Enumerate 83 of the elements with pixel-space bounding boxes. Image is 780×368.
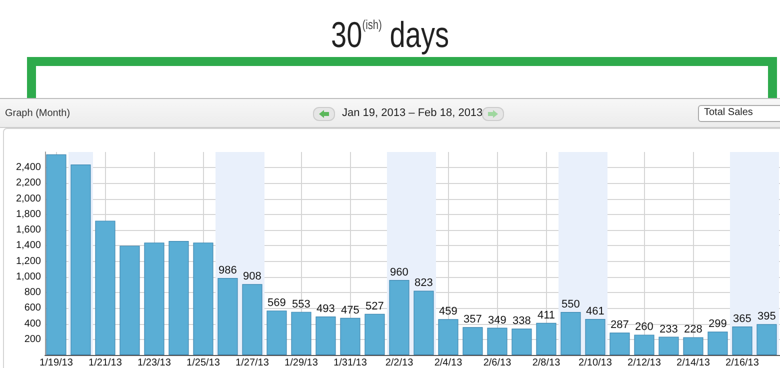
text: Jan 19, 2013 – Feb 18, 2013 [342,107,483,119]
data-label: 395 [758,310,776,323]
bar [120,246,140,355]
bar [144,242,164,355]
bar [389,280,410,355]
data-label: 908 [243,270,262,283]
y-tick-label: 1,400 [16,240,42,252]
x-tick-label: 2/6/13 [483,358,512,368]
data-label: 553 [292,298,310,310]
bar [683,337,704,355]
x-tick-label: 2/12/13 [628,358,662,368]
bar [708,332,728,355]
x-tick-label: 1/29/13 [284,358,318,368]
data-label: 527 [366,300,384,312]
bar [291,312,312,355]
bar [610,332,630,355]
x-tick-label: 1/21/13 [88,358,122,368]
bar [658,336,679,355]
bar [462,327,483,355]
data-label: 349 [488,314,506,326]
bar [193,242,214,355]
bar [560,312,581,355]
bar [414,290,434,355]
y-tick-label: 1,800 [16,208,42,220]
x-tick-label: 1/19/13 [40,358,74,368]
data-label: 411 [537,309,556,322]
y-tick-label: 400 [24,318,42,330]
bar [487,328,508,355]
data-label: 260 [635,321,654,334]
x-tick-label: 1/31/13 [334,358,368,368]
data-label: 228 [684,324,702,336]
bar [316,316,336,355]
x-tick-label: 2/8/13 [532,358,561,368]
data-label: 461 [586,306,604,318]
bar [168,241,189,355]
bar [95,220,116,355]
data-label: 493 [316,303,335,316]
bar [340,318,360,355]
chart-title: 30$^{(ish)}$ days [330,14,450,56]
bar [512,328,532,355]
data-label: 569 [268,297,286,310]
data-label: 365 [733,313,752,325]
y-tick-label: 1,600 [16,224,42,236]
y-tick-label: 200 [24,334,42,345]
data-label: 357 [464,314,482,326]
data-label: 986 [218,264,237,277]
y-tick-label: 1,000 [16,271,42,282]
bar [242,284,262,355]
data-label: 475 [341,304,360,316]
y-tick-label: 600 [24,302,42,314]
y-tick-label: 1,200 [16,256,42,267]
bar [634,334,654,355]
text: Total Sales [704,107,753,118]
bar [732,326,752,355]
data-label: 960 [390,266,408,279]
text: Graph (Month) [5,108,70,119]
bar [46,154,66,355]
y-tick-label: 2,400 [16,162,42,174]
y-tick-label: 2,200 [16,178,42,189]
data-label: 287 [610,319,629,332]
data-label: 459 [439,306,458,318]
bar [536,322,556,355]
data-label: 233 [660,323,678,336]
x-tick-label: 2/16/13 [726,358,760,368]
x-tick-label: 2/4/13 [434,358,463,368]
x-tick-label: 2/14/13 [676,358,710,368]
bar [756,324,777,355]
bar [585,319,606,355]
data-label: 299 [708,318,727,330]
x-tick-label: 1/27/13 [236,358,270,368]
y-tick-label: 2,000 [16,193,42,204]
x-tick-label: 1/23/13 [138,358,172,368]
bar [218,278,238,355]
x-tick-label: 1/25/13 [186,358,220,368]
bar [266,310,287,355]
y-tick-label: 800 [24,287,42,298]
x-tick-label: 2/10/13 [578,358,612,368]
data-label: 550 [562,298,580,311]
bar [364,314,385,355]
x-tick-label: 2/2/13 [385,358,414,368]
bar [438,319,458,355]
data-label: 823 [414,277,433,290]
data-label: 338 [512,315,531,328]
